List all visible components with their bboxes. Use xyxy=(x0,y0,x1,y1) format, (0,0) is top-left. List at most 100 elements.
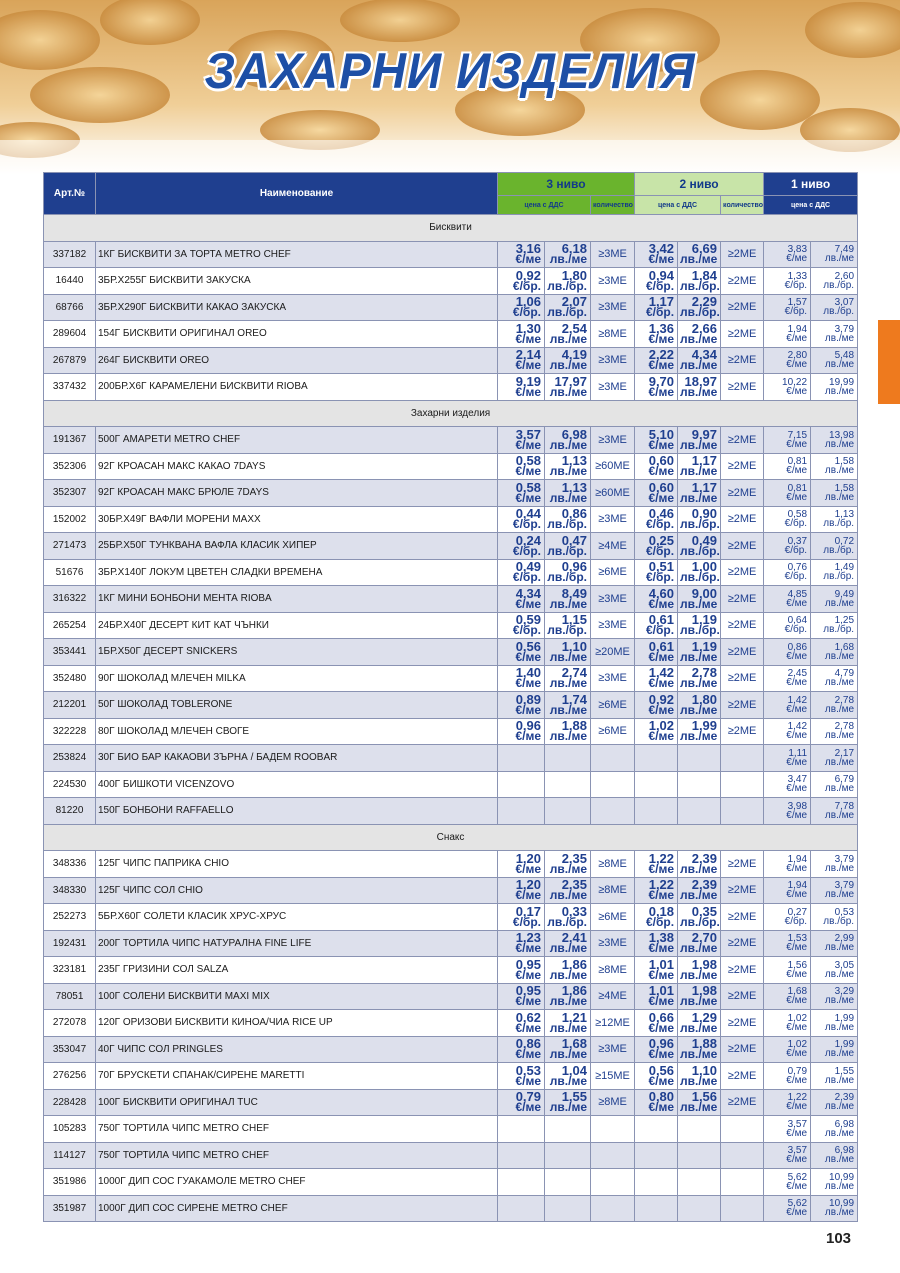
price-unit: €/ме xyxy=(786,650,808,662)
article-number: 337182 xyxy=(43,240,96,268)
quantity xyxy=(720,797,765,825)
price-value: 0,64 xyxy=(787,615,808,627)
price-unit: €/ме xyxy=(786,1048,808,1060)
article-number: 352307 xyxy=(43,479,96,507)
price-value: 3,79 xyxy=(834,880,855,892)
price-cell: 6,18 лв./ме xyxy=(544,240,591,268)
price-cell: 0,18 €/бр. xyxy=(634,903,679,931)
price-cell xyxy=(634,1115,679,1143)
quantity: ≥3МЕ xyxy=(589,664,636,692)
product-name: 500Г АМАРЕТИ METRO CHEF xyxy=(95,426,498,454)
price-cell: 2,35 лв./ме xyxy=(544,876,591,904)
price-cell: 1,99 лв./ме xyxy=(677,717,722,745)
price-cell: 1,53 €/ме xyxy=(763,929,812,957)
quantity: ≥6МЕ xyxy=(589,691,636,719)
price-cell: 6,98 лв./ме xyxy=(544,426,591,454)
price-unit: €/ме xyxy=(786,862,808,874)
article-number: 68766 xyxy=(43,293,96,321)
price-cell: 3,98 €/ме xyxy=(763,797,812,825)
price-cell: 0,86 лв./бр. xyxy=(544,505,591,533)
product-name: 235Г ГРИЗИНИ СОЛ SALZA xyxy=(95,956,498,984)
price-cell: 2,66 лв./ме xyxy=(677,320,722,348)
price-unit: €/ме xyxy=(648,994,675,1009)
price-value: 0,49 xyxy=(691,532,718,548)
price-value: 1,99 xyxy=(691,718,718,734)
price-value: 1,10 xyxy=(691,1062,718,1078)
price-cell: 1,02 €/ме xyxy=(763,1009,812,1037)
product-row: 252273 5БР.Х60Г СОЛЕТИ КЛАСИК ХРУС-ХРУС 0,… xyxy=(43,903,859,931)
price-unit: €/бр. xyxy=(645,543,675,558)
price-cell: 1,00 лв./бр. xyxy=(677,558,722,586)
price-cell: 0,53 €/ме xyxy=(497,1062,545,1090)
price-cell: 17,97 лв./ме xyxy=(544,373,591,401)
price-value: 1,29 xyxy=(691,1009,718,1025)
price-unit: лв./ме xyxy=(824,359,855,371)
price-value: 0,37 xyxy=(787,535,808,547)
price-cell: 4,34 лв./ме xyxy=(677,346,722,374)
quantity: ≥2МЕ xyxy=(720,611,765,639)
price-value: 0,86 xyxy=(561,506,587,522)
price-cell xyxy=(497,1115,545,1143)
price-unit: лв./ме xyxy=(549,437,587,452)
price-unit: €/ме xyxy=(648,676,675,691)
price-unit: лв./ме xyxy=(549,384,587,399)
article-number: 78051 xyxy=(43,982,96,1010)
price-cell: 5,10 €/ме xyxy=(634,426,679,454)
price-cell: 2,39 лв./ме xyxy=(677,850,722,878)
price-cell: 1,17 €/бр. xyxy=(634,293,679,321)
price-value: 0,18 xyxy=(648,903,675,919)
price-cell: 9,19 €/ме xyxy=(497,373,545,401)
price-unit: €/ме xyxy=(786,491,808,503)
price-value: 1,38 xyxy=(648,930,675,946)
price-unit: лв./ме xyxy=(680,967,718,982)
price-unit: лв./ме xyxy=(824,968,855,980)
price-unit: лв./ме xyxy=(680,1047,718,1062)
price-cell: 0,17 €/бр. xyxy=(497,903,545,931)
price-unit: €/бр. xyxy=(784,306,808,318)
price-cell: 1,88 лв./ме xyxy=(677,1035,722,1063)
price-value: 0,17 xyxy=(515,903,541,919)
price-cell: 6,98 лв./ме xyxy=(810,1141,859,1169)
price-unit: лв./ме xyxy=(824,1048,855,1060)
product-name: 25БР.Х50Г ТУНКВАНА ВАФЛА КЛАСИК ХИПЕР xyxy=(95,532,498,560)
price-unit: лв./ме xyxy=(549,490,587,505)
price-cell: 0,76 €/бр. xyxy=(763,558,812,586)
quantity: ≥6МЕ xyxy=(589,903,636,931)
price-unit: лв./ме xyxy=(824,332,855,344)
price-unit: лв./ме xyxy=(824,1154,855,1166)
article-number: 16440 xyxy=(43,267,96,295)
price-unit: лв./ме xyxy=(824,385,855,397)
product-row: 352306 92Г КРОАСАН МАКС КАКАО 7DAYS 0,58 €/… xyxy=(43,452,859,480)
price-cell: 0,49 лв./бр. xyxy=(677,532,722,560)
price-value: 0,60 xyxy=(648,479,675,495)
price-unit: €/ме xyxy=(786,809,808,821)
price-unit: лв./ме xyxy=(680,252,718,267)
price-cell: 2,70 лв./ме xyxy=(677,929,722,957)
price-value: 3,07 xyxy=(834,297,855,309)
price-unit: €/ме xyxy=(515,729,541,744)
price-unit: лв./ме xyxy=(824,677,855,689)
price-value: 1,88 xyxy=(691,1036,718,1052)
article-number: 351986 xyxy=(43,1168,96,1196)
price-unit: €/ме xyxy=(786,1207,808,1219)
price-value: 6,79 xyxy=(834,774,855,786)
price-value: 1,02 xyxy=(787,1039,808,1051)
price-value: 2,35 xyxy=(561,877,587,893)
price-cell xyxy=(677,744,722,772)
article-number: 352480 xyxy=(43,664,96,692)
price-cell: 0,90 лв./бр. xyxy=(677,505,722,533)
price-unit: лв./ме xyxy=(549,1073,587,1088)
price-cell: 19,99 лв./ме xyxy=(810,373,859,401)
price-value: 2,78 xyxy=(834,694,855,706)
article-number: 253824 xyxy=(43,744,96,772)
price-value: 2,35 xyxy=(561,850,587,866)
quantity xyxy=(589,1168,636,1196)
quantity: ≥2МЕ xyxy=(720,558,765,586)
price-cell: 0,59 €/бр. xyxy=(497,611,545,639)
price-value: 6,98 xyxy=(834,1118,855,1130)
price-value: 1,56 xyxy=(787,959,808,971)
price-value: 1,56 xyxy=(691,1089,718,1105)
product-row: 191367 500Г АМАРЕТИ METRO CHEF 3,57 €/ме 6,9… xyxy=(43,426,859,454)
quantity: ≥2МЕ xyxy=(720,1088,765,1116)
price-cell: 0,25 €/бр. xyxy=(634,532,679,560)
